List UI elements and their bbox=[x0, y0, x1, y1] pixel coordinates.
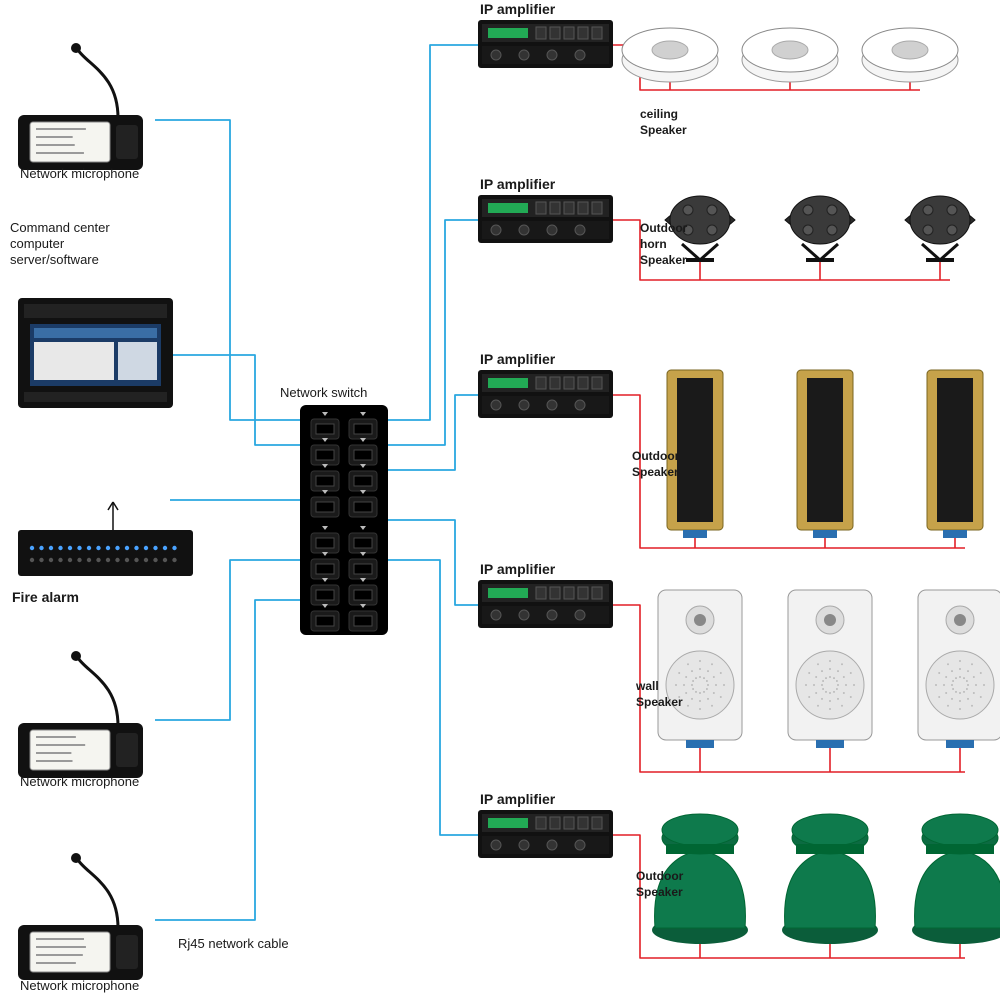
ip-amplifier bbox=[478, 810, 613, 858]
svg-text:Network switch: Network switch bbox=[280, 385, 367, 400]
svg-text:Network microphone: Network microphone bbox=[20, 774, 139, 789]
column-speaker bbox=[927, 370, 983, 538]
pa-system-diagram: Network microphone Network microphone Netw… bbox=[0, 0, 1000, 1000]
svg-text:IP amplifier: IP amplifier bbox=[480, 791, 556, 807]
svg-text:IP amplifier: IP amplifier bbox=[480, 351, 556, 367]
column-speaker bbox=[797, 370, 853, 538]
svg-text:IP amplifier: IP amplifier bbox=[480, 1, 556, 17]
ip-amplifier bbox=[478, 370, 613, 418]
outdoor-garden-speaker bbox=[912, 814, 1000, 944]
ceiling-speaker bbox=[862, 28, 958, 82]
ceiling-speaker bbox=[622, 28, 718, 82]
outdoor-garden-speaker bbox=[782, 814, 878, 944]
ip-amplifier bbox=[478, 580, 613, 628]
command-center-server bbox=[18, 298, 173, 408]
svg-text:Network microphone: Network microphone bbox=[20, 166, 139, 181]
svg-text:Network microphone: Network microphone bbox=[20, 978, 139, 993]
svg-text:Rj45 network cable: Rj45 network cable bbox=[178, 936, 289, 951]
wall-speaker bbox=[788, 590, 872, 748]
network-switch bbox=[300, 405, 388, 635]
ip-amplifier bbox=[478, 20, 613, 68]
svg-text:Fire alarm: Fire alarm bbox=[12, 589, 79, 605]
ip-amplifier bbox=[478, 195, 613, 243]
svg-text:IP amplifier: IP amplifier bbox=[480, 176, 556, 192]
wall-speaker bbox=[658, 590, 742, 748]
ceiling-speaker bbox=[742, 28, 838, 82]
svg-text:IP amplifier: IP amplifier bbox=[480, 561, 556, 577]
wall-speaker bbox=[918, 590, 1000, 748]
